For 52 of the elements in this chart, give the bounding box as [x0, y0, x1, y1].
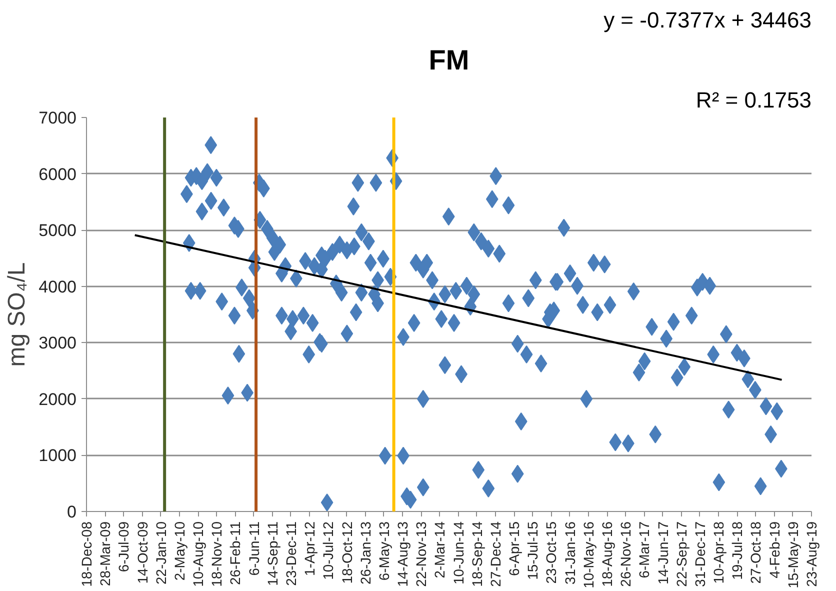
y-tick-label: 0	[67, 502, 77, 522]
x-tick-label: 4-Feb-19	[766, 521, 782, 578]
x-tick-label: 14-Sep-11	[264, 521, 280, 586]
x-tick-label: 19-Jul-18	[729, 521, 746, 580]
x-tick-label: 26-Jan-13	[357, 521, 374, 585]
x-tick-label: 27-Dec-14	[487, 521, 504, 587]
x-tick-label: 22-Jan-10	[152, 521, 169, 585]
x-tick-label: 14-Oct-09	[134, 521, 150, 584]
y-tick-label: 4000	[38, 277, 77, 296]
x-tick-label: 10-May-16	[580, 521, 596, 588]
x-tick-label: 14-Aug-13	[394, 521, 411, 587]
x-tick-label: 10-Jun-14	[450, 521, 466, 585]
y-tick-label: 2000	[38, 390, 77, 409]
text: R² = 0.1753	[696, 88, 812, 112]
x-tick-label: 15-Jul-15	[524, 521, 541, 580]
x-tick-label: 23-Aug-19	[804, 521, 820, 587]
x-tick-label: 6-Apr-15	[506, 521, 522, 576]
x-tick-label: 1-Apr-12	[302, 521, 318, 576]
y-axis-title: mg SO₄/L	[4, 262, 31, 367]
x-tick-label: 18-Nov-10	[208, 521, 225, 587]
y-tick-label: 3000	[38, 334, 77, 353]
y-tick-label: 6000	[38, 164, 77, 184]
y-tick-label: 7000	[38, 108, 77, 128]
x-tick-label: 2-May-10	[171, 521, 188, 581]
y-tick-label: 1000	[38, 446, 77, 466]
x-tick-label: 15-May-19	[784, 521, 801, 588]
text: y = -0.7377x + 34463	[604, 8, 812, 32]
x-tick-label: 22-Sep-17	[673, 521, 690, 587]
x-tick-label: 10-Aug-10	[190, 521, 206, 587]
x-tick-label: 26-Nov-16	[618, 521, 634, 587]
x-tick-label: 2-Mar-14	[432, 521, 448, 578]
x-tick-label: 23-Oct-15	[543, 521, 560, 584]
x-tick-label: 31-Jan-16	[562, 521, 578, 585]
x-tick-label: 6-May-13	[376, 521, 392, 581]
x-tick-label: 6-Mar-17	[636, 521, 652, 578]
x-tick-label: 22-Nov-13	[413, 521, 430, 587]
x-tick-label: 18-Sep-14	[468, 521, 485, 587]
x-tick-label: 26-Feb-11	[227, 521, 244, 586]
x-tick-label: 18-Oct-12	[338, 521, 355, 584]
x-tick-label: 6-Jun-11	[246, 521, 262, 576]
y-tick-label: 5000	[38, 221, 77, 240]
x-tick-label: 23-Dec-11	[282, 521, 299, 586]
chart-title: FM	[428, 44, 470, 76]
x-tick-label: 18-Dec-08	[78, 521, 94, 587]
x-tick-label: 18-Aug-16	[599, 521, 616, 587]
x-tick-label: 27-Oct-18	[748, 521, 764, 584]
x-tick-label: 10-Apr-18	[710, 521, 727, 584]
x-tick-label: 31-Dec-17	[692, 521, 708, 587]
x-tick-label: 14-Jun-17	[654, 521, 671, 585]
x-tick-label: 28-Mar-09	[97, 521, 114, 586]
x-tick-label: 10-Jul-12	[320, 521, 336, 580]
x-tick-label: 6-Jul-09	[116, 521, 132, 572]
